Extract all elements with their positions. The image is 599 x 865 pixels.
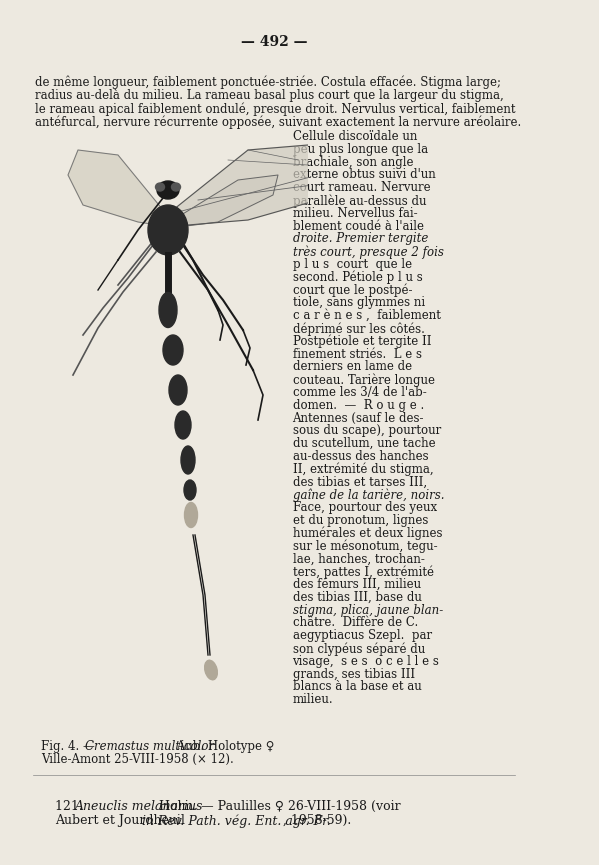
Ellipse shape xyxy=(169,375,187,405)
Ellipse shape xyxy=(156,183,165,191)
Text: externe obtus suivi d'un: externe obtus suivi d'un xyxy=(292,169,435,182)
Text: Holm. — Paulilles ♀ 26-VIII-1958 (voir: Holm. — Paulilles ♀ 26-VIII-1958 (voir xyxy=(155,800,401,813)
Text: des tibias et tarses III,: des tibias et tarses III, xyxy=(292,476,426,489)
Text: p l u s  court  que le: p l u s court que le xyxy=(292,258,412,271)
Ellipse shape xyxy=(159,292,177,328)
Text: déprimé sur les côtés.: déprimé sur les côtés. xyxy=(292,322,424,336)
Polygon shape xyxy=(173,175,278,227)
Text: grands, ses tibias III: grands, ses tibias III xyxy=(292,668,415,681)
Text: sur le mésonotum, tegu-: sur le mésonotum, tegu- xyxy=(292,540,437,553)
Text: des fémurs III, milieu: des fémurs III, milieu xyxy=(292,578,420,591)
Text: humérales et deux lignes: humérales et deux lignes xyxy=(292,527,442,541)
Text: 121.: 121. xyxy=(55,800,87,813)
Text: court rameau. Nervure: court rameau. Nervure xyxy=(292,181,430,195)
Ellipse shape xyxy=(148,205,188,255)
Text: très court, presque 2 fois: très court, presque 2 fois xyxy=(292,245,443,259)
Text: parallèle au-dessus du: parallèle au-dessus du xyxy=(292,194,426,208)
Text: Ville-Amont 25-VIII-1958 (× 12).: Ville-Amont 25-VIII-1958 (× 12). xyxy=(41,753,234,766)
Text: in Rev. Path. vég. Ent. agr. Fr.: in Rev. Path. vég. Ent. agr. Fr. xyxy=(142,814,331,828)
Polygon shape xyxy=(173,145,328,225)
Text: visage,  s e s  o c e l l e s: visage, s e s o c e l l e s xyxy=(292,655,440,668)
Text: blancs à la base et au: blancs à la base et au xyxy=(292,681,421,694)
Ellipse shape xyxy=(163,335,183,365)
Text: du scutellum, une tache: du scutellum, une tache xyxy=(292,437,435,450)
Text: le rameau apical faiblement ondulé, presque droit. Nervulus vertical, faiblement: le rameau apical faiblement ondulé, pres… xyxy=(35,102,515,116)
Text: peu plus longue que la: peu plus longue que la xyxy=(292,143,428,156)
Text: droite. Premier tergite: droite. Premier tergite xyxy=(292,233,428,246)
Text: Aub. Holotype ♀: Aub. Holotype ♀ xyxy=(173,740,274,753)
Text: au-dessus des hanches: au-dessus des hanches xyxy=(292,450,428,463)
Text: second. Pétiole p l u s: second. Pétiole p l u s xyxy=(292,271,422,285)
Ellipse shape xyxy=(184,480,196,500)
Text: antéfurcal, nervure récurrente opposée, suivant exactement la nervure aréolaire.: antéfurcal, nervure récurrente opposée, … xyxy=(35,116,521,129)
Text: Aneuclis melanarius: Aneuclis melanarius xyxy=(75,800,203,813)
Text: stigma, plica, jaune blan-: stigma, plica, jaune blan- xyxy=(292,604,443,617)
Text: milieu.: milieu. xyxy=(292,693,333,706)
Text: ters, pattes I, extrémité: ters, pattes I, extrémité xyxy=(292,565,434,579)
Text: radius au-delà du milieu. La rameau basal plus court que la largeur du stigma,: radius au-delà du milieu. La rameau basa… xyxy=(35,88,504,101)
Text: Postpétiole et tergite II: Postpétiole et tergite II xyxy=(292,335,431,349)
Polygon shape xyxy=(68,150,163,225)
Text: couteau. Tarière longue: couteau. Tarière longue xyxy=(292,373,434,387)
Ellipse shape xyxy=(157,181,179,199)
Ellipse shape xyxy=(175,411,191,439)
Text: blement coudé à l'aile: blement coudé à l'aile xyxy=(292,220,423,233)
Text: sous du scape), pourtour: sous du scape), pourtour xyxy=(292,425,441,438)
Ellipse shape xyxy=(171,183,180,191)
Text: court que le postpé-: court que le postpé- xyxy=(292,284,412,297)
Text: , 1958-59).: , 1958-59). xyxy=(283,814,352,827)
Text: c a r è n e s ,  faiblement: c a r è n e s , faiblement xyxy=(292,309,440,322)
Ellipse shape xyxy=(184,503,198,528)
Text: Fig. 4. —: Fig. 4. — xyxy=(41,740,99,753)
Text: châtre.  Diffère de C.: châtre. Diffère de C. xyxy=(292,617,418,630)
Text: des tibias III, base du: des tibias III, base du xyxy=(292,591,421,604)
Text: derniers en lame de: derniers en lame de xyxy=(292,361,412,374)
Text: brachiale, son angle: brachiale, son angle xyxy=(292,156,413,169)
Ellipse shape xyxy=(205,660,217,680)
Text: tiole, sans glymmes ni: tiole, sans glymmes ni xyxy=(292,297,425,310)
Text: et du pronotum, lignes: et du pronotum, lignes xyxy=(292,514,428,527)
Text: Antennes (sauf le des-: Antennes (sauf le des- xyxy=(292,412,424,425)
Text: gaîne de la tarière, noirs.: gaîne de la tarière, noirs. xyxy=(292,489,444,502)
Text: finement striés.  L e s: finement striés. L e s xyxy=(292,348,422,361)
Text: lae, hanches, trochan-: lae, hanches, trochan- xyxy=(292,553,424,566)
Text: domen.  —  R o u g e .: domen. — R o u g e . xyxy=(292,399,423,412)
Text: comme les 3/4 de l'ab-: comme les 3/4 de l'ab- xyxy=(292,386,426,399)
Text: — 492 —: — 492 — xyxy=(241,35,307,49)
Ellipse shape xyxy=(181,446,195,474)
Text: de même longueur, faiblement ponctuée-striée. Costula effacée. Stigma large;: de même longueur, faiblement ponctuée-st… xyxy=(35,75,501,88)
Text: Face, pourtour des yeux: Face, pourtour des yeux xyxy=(292,501,437,514)
Text: son clypéus séparé du: son clypéus séparé du xyxy=(292,642,425,656)
Text: Cremastus multicolor: Cremastus multicolor xyxy=(85,740,214,753)
Text: II, extrémité du stigma,: II, extrémité du stigma, xyxy=(292,463,433,477)
Text: milieu. Nervellus fai-: milieu. Nervellus fai- xyxy=(292,207,417,220)
Text: Aubert et Jourdheuil: Aubert et Jourdheuil xyxy=(55,814,189,827)
Text: aegyptiacus Szepl.  par: aegyptiacus Szepl. par xyxy=(292,629,432,642)
Text: Cellule discoïdale un: Cellule discoïdale un xyxy=(292,130,417,143)
